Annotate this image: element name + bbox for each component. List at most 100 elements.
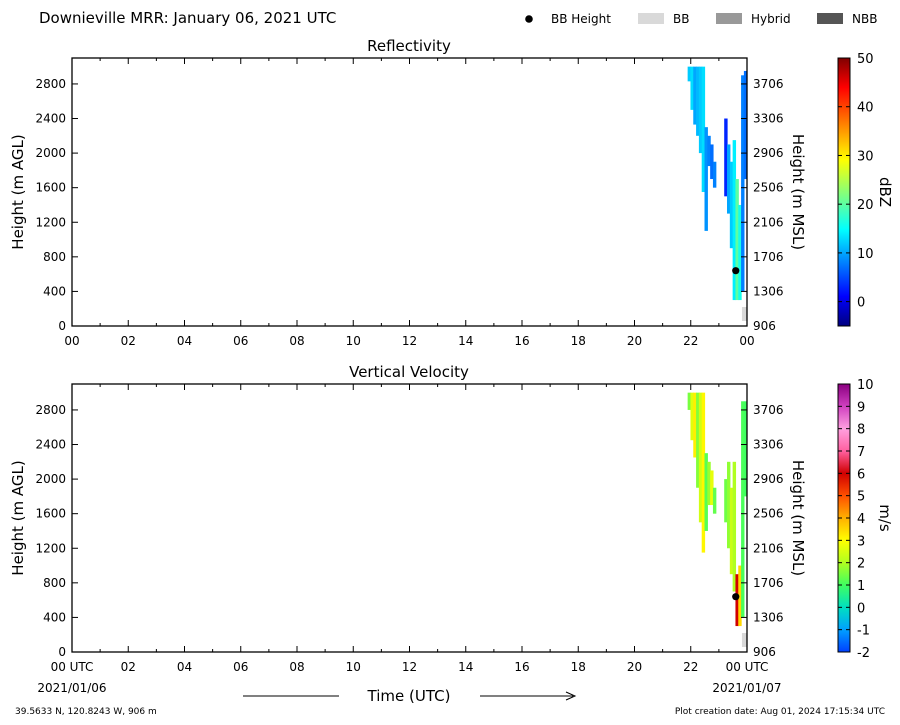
bb-height-marker xyxy=(732,267,740,275)
x-tick-label: 00 xyxy=(64,334,79,348)
y-tick-label: 2800 xyxy=(35,77,66,91)
data-column xyxy=(687,392,692,410)
plot-creation-date: Plot creation date: Aug 01, 2024 17:15:3… xyxy=(675,707,885,717)
legend-hybrid-label: Hybrid xyxy=(751,12,791,26)
y2-tick-label: 2506 xyxy=(753,181,784,195)
data-column xyxy=(743,70,748,180)
data-column xyxy=(738,565,742,627)
start-date-label: 2021/01/06 xyxy=(37,681,106,695)
y2-tick-label: 906 xyxy=(753,645,776,659)
legend-bb-height-marker xyxy=(525,15,533,23)
x-tick-label: 04 xyxy=(177,660,192,674)
x-tick-label: 22 xyxy=(683,660,698,674)
xlabel: Time (UTC) xyxy=(367,687,451,705)
legend-nbb-label: NBB xyxy=(852,12,877,26)
x-tick-label: 12 xyxy=(402,660,417,674)
y-tick-label: 2000 xyxy=(35,472,66,486)
colorbar-tick-label: 7 xyxy=(857,445,865,460)
y-tick-label: 1600 xyxy=(35,181,66,195)
y-tick-label: 800 xyxy=(43,576,66,590)
x-tick-label: 10 xyxy=(346,660,361,674)
colorbar-tick-label: 8 xyxy=(857,423,865,438)
y-tick-label: 2400 xyxy=(35,112,66,126)
velocity-colorbar-label: m/s xyxy=(876,504,894,532)
reflectivity-colorbar-gradient xyxy=(837,57,851,327)
y2-tick-label: 3306 xyxy=(753,112,784,126)
data-column xyxy=(704,453,708,531)
legend: BB Height BB Hybrid NBB xyxy=(525,12,877,26)
data-column xyxy=(693,66,697,125)
data-column xyxy=(710,144,714,180)
data-column xyxy=(710,470,714,506)
colorbar-tick-label: 10 xyxy=(857,247,874,262)
velocity-columns xyxy=(687,392,748,647)
data-column xyxy=(693,392,697,458)
colorbar-tick-label: 30 xyxy=(857,149,874,164)
data-column xyxy=(687,66,692,82)
y2-tick-label: 2106 xyxy=(753,215,784,229)
colorbar-tick-label: 40 xyxy=(857,101,874,116)
station-location: 39.5633 N, 120.8243 W, 906 m xyxy=(15,707,157,717)
y2-tick-label: 3306 xyxy=(753,438,784,452)
colorbar-tick-label: -1 xyxy=(857,624,870,639)
x-tick-label: 00 xyxy=(739,334,754,348)
velocity-x-ticks: 00 UTC 02 04 06 08 10 12 14 16 18 20 22 00 UTC xyxy=(51,384,769,674)
data-column xyxy=(743,401,748,497)
reflectivity-columns xyxy=(687,66,748,321)
y2-tick-label: 2906 xyxy=(753,472,784,486)
data-column xyxy=(698,392,703,523)
reflectivity-plot-frame xyxy=(71,57,748,327)
data-column xyxy=(741,75,745,292)
legend-bb-label: BB xyxy=(673,12,689,26)
data-column xyxy=(735,574,739,627)
legend-bb-swatch xyxy=(638,13,664,24)
x-tick-label: 06 xyxy=(233,334,248,348)
x-tick-label: 00 UTC xyxy=(726,660,769,674)
y2-tick-label: 2106 xyxy=(753,541,784,555)
x-tick-label: 06 xyxy=(233,660,248,674)
colorbar-tick-label: 0 xyxy=(857,601,865,616)
reflectivity-colorbar-ticks: 0 10 20 30 40 50 xyxy=(838,52,874,311)
colorbar-tick-label: 6 xyxy=(857,467,865,482)
reflectivity-ylabel-left: Height (m AGL) xyxy=(9,134,27,249)
y-tick-label: 2400 xyxy=(35,438,66,452)
bb-height-marker xyxy=(732,593,740,601)
x-tick-label: 10 xyxy=(346,334,361,348)
data-column xyxy=(707,461,711,506)
velocity-title: Vertical Velocity xyxy=(349,363,469,381)
y2-tick-label: 3706 xyxy=(753,77,784,91)
velocity-panel: Vertical Velocity 00 UTC 02 04 06 08 10 12 14 16… xyxy=(9,363,894,674)
y2-tick-label: 906 xyxy=(753,319,776,333)
y-tick-label: 400 xyxy=(43,610,66,624)
data-column xyxy=(690,392,694,441)
data-column xyxy=(696,392,700,488)
velocity-y-ticks: 0 400 800 1200 1600 2000 2400 2800 xyxy=(35,403,78,659)
legend-hybrid-swatch xyxy=(716,13,742,24)
data-column xyxy=(727,461,731,549)
y2-tick-label: 1306 xyxy=(753,284,784,298)
data-column xyxy=(698,66,703,154)
bb-type-bar xyxy=(741,633,747,647)
y-tick-label: 1200 xyxy=(35,215,66,229)
reflectivity-colorbar-label: dBZ xyxy=(876,177,894,207)
colorbar-tick-label: 4 xyxy=(857,512,865,527)
velocity-plot-frame xyxy=(71,383,748,653)
x-tick-label: 08 xyxy=(289,334,304,348)
x-tick-label: 02 xyxy=(121,334,136,348)
x-tick-label: 18 xyxy=(571,660,586,674)
velocity-colorbar-ticks: -2 -1 0 1 2 3 4 5 6 7 8 9 10 xyxy=(838,378,874,661)
velocity-y2-ticks: 906 1306 1706 2106 2506 2906 3306 3706 xyxy=(741,403,784,659)
y-tick-label: 1600 xyxy=(35,507,66,521)
data-column xyxy=(712,161,717,188)
data-column xyxy=(707,135,711,167)
reflectivity-ylabel-right: Height (m MSL) xyxy=(789,134,807,250)
x-tick-label: 16 xyxy=(514,334,529,348)
x-tick-label: 20 xyxy=(627,660,642,674)
legend-bb-height-label: BB Height xyxy=(551,12,611,26)
velocity-colorbar: -2 -1 0 1 2 3 4 5 6 7 8 9 10 m/s xyxy=(837,378,894,661)
data-column xyxy=(732,461,737,592)
y2-tick-label: 1706 xyxy=(753,250,784,264)
y2-tick-label: 1306 xyxy=(753,610,784,624)
reflectivity-y-ticks: 0 400 800 1200 1600 2000 2400 2800 xyxy=(35,77,78,333)
